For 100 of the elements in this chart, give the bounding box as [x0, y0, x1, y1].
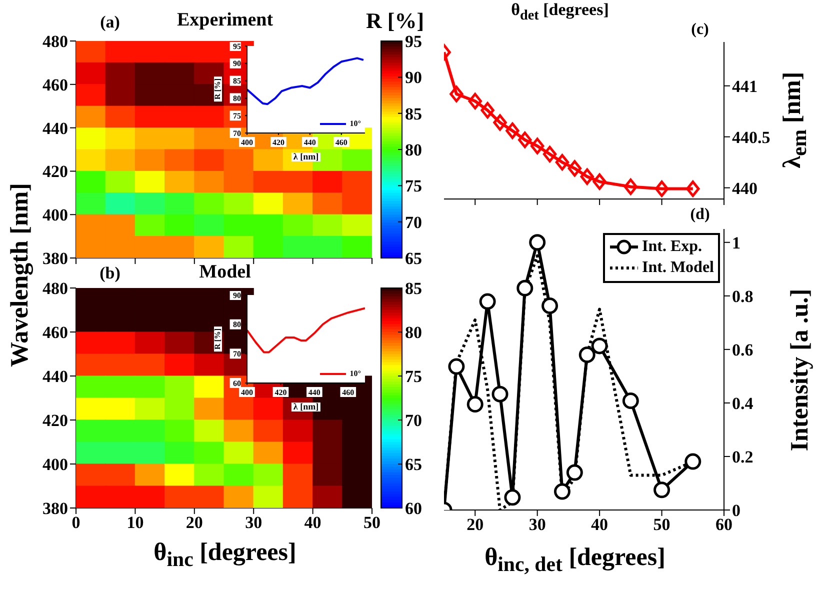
- x-tick-label: 420: [274, 388, 287, 397]
- x-tick-label: 40: [591, 515, 608, 534]
- color-bar-label: 70: [405, 212, 422, 232]
- text: (d): [690, 206, 710, 223]
- point: [479, 293, 496, 310]
- color-bar-label: 80: [405, 322, 422, 342]
- y-tick-label: 380: [42, 499, 68, 518]
- color-bar-label: 85: [405, 104, 422, 124]
- x-tick-label: 10: [126, 513, 144, 532]
- y-tick-label: 0.8: [732, 286, 754, 306]
- y-axis-title: R [%]: [213, 326, 222, 352]
- y-tick-label: 441: [732, 76, 758, 96]
- y-axis-title: R [%]: [213, 76, 222, 102]
- y-tick-label: 95: [233, 42, 241, 51]
- y-tick-label: 70: [233, 128, 241, 138]
- x-axis-title: λ [nm]: [291, 402, 321, 412]
- color-bar-label: 65: [405, 454, 422, 474]
- color-bar-label: 90: [405, 68, 422, 88]
- chart-title: Model: [199, 262, 251, 282]
- legend-label: 10°: [350, 369, 361, 380]
- y-tick-label: 80: [233, 320, 241, 330]
- y-tick-label: 480: [42, 279, 68, 298]
- point: [624, 178, 638, 196]
- y-tick-label: 75: [233, 111, 241, 120]
- point: [492, 386, 508, 402]
- x-axis-title: θ$_{det}$ [degrees]: [511, 0, 609, 24]
- y-tick-label: 480: [42, 32, 68, 52]
- y-tick-label: 0.6: [732, 340, 754, 360]
- x-tick-label: 420: [272, 138, 284, 147]
- y-tick-label: 380: [42, 249, 68, 268]
- point: [580, 168, 594, 185]
- x-tick-label: 440: [308, 388, 320, 397]
- text: (a): [100, 12, 120, 32]
- chart-title: Experiment: [176, 10, 274, 30]
- x-tick-label: 30: [245, 513, 262, 532]
- y-tick-label: 0.2: [732, 448, 754, 467]
- y-tick-label: 1: [732, 233, 740, 252]
- y-tick-label: 400: [42, 455, 68, 474]
- x-tick-label: 0: [72, 513, 80, 532]
- x-tick-label: 400: [241, 388, 253, 397]
- point: [448, 358, 465, 375]
- point: [516, 280, 534, 296]
- x-axis-title: λ [nm]: [291, 152, 321, 162]
- color-bar-label: 60: [405, 498, 422, 518]
- legend-label: Int. Exp.: [642, 237, 702, 257]
- point: [568, 160, 582, 177]
- y-axis-title: Wavelength [nm]: [6, 182, 34, 368]
- point: [480, 102, 494, 119]
- y-tick-label: 85: [233, 76, 241, 86]
- y-tick-label: 0: [732, 501, 740, 520]
- point: [592, 173, 606, 190]
- color-bar-label: 95: [405, 32, 422, 51]
- y-axis-title: Intensity [a .u.]: [786, 288, 814, 452]
- y-tick-label: 80: [233, 94, 241, 103]
- point: [493, 114, 507, 131]
- x-tick-label: 50: [653, 515, 670, 534]
- legend-label: Int. Model: [642, 258, 714, 278]
- x-tick-label: 400: [241, 138, 253, 147]
- point: [468, 92, 482, 110]
- color-bar-label: 70: [405, 410, 422, 430]
- x-tick-label: 40: [304, 513, 322, 532]
- y-tick-label: 60: [233, 378, 241, 388]
- y-tick-label: 460: [42, 323, 68, 342]
- text: (c): [691, 21, 709, 38]
- x-axis-title: θ$_{inc, det}$ [degrees]: [484, 544, 666, 576]
- color-bar-label: 80: [405, 140, 422, 160]
- color-bar-label: 85: [405, 278, 422, 298]
- color-bar-title: R [%]: [366, 8, 424, 33]
- y-tick-label: 420: [42, 411, 68, 430]
- y-tick-label: 420: [42, 162, 68, 182]
- point: [654, 482, 670, 498]
- y-tick-label: 400: [42, 206, 68, 225]
- y-tick-label: 70: [233, 349, 241, 358]
- point: [542, 146, 557, 162]
- point: [578, 346, 596, 364]
- point: [529, 234, 546, 251]
- legend-label: 10°: [350, 119, 361, 130]
- x-tick-label: 460: [335, 138, 348, 147]
- x-tick-label: 440: [304, 138, 316, 147]
- point: [542, 298, 558, 314]
- point: [591, 338, 608, 354]
- color-bar-label: 75: [405, 176, 422, 196]
- y-tick-label: 460: [42, 75, 68, 94]
- y-tick-label: 440.5: [732, 128, 770, 147]
- color-bar-label: 75: [405, 366, 422, 386]
- y-tick-label: 0.4: [732, 394, 754, 413]
- y-tick-label: 440: [732, 178, 758, 198]
- x-axis-title: θ$_{inc}$ [degrees]: [154, 539, 296, 572]
- point: [622, 392, 639, 410]
- point: [684, 453, 702, 470]
- point: [504, 489, 521, 506]
- y-tick-label: 90: [233, 59, 241, 68]
- point: [554, 483, 570, 500]
- point: [450, 86, 464, 102]
- point: [566, 464, 583, 481]
- x-tick-label: 20: [466, 515, 484, 534]
- y-tick-label: 90: [233, 290, 241, 300]
- x-tick-label: 460: [342, 388, 354, 397]
- point: [530, 138, 544, 154]
- text: (b): [100, 264, 120, 282]
